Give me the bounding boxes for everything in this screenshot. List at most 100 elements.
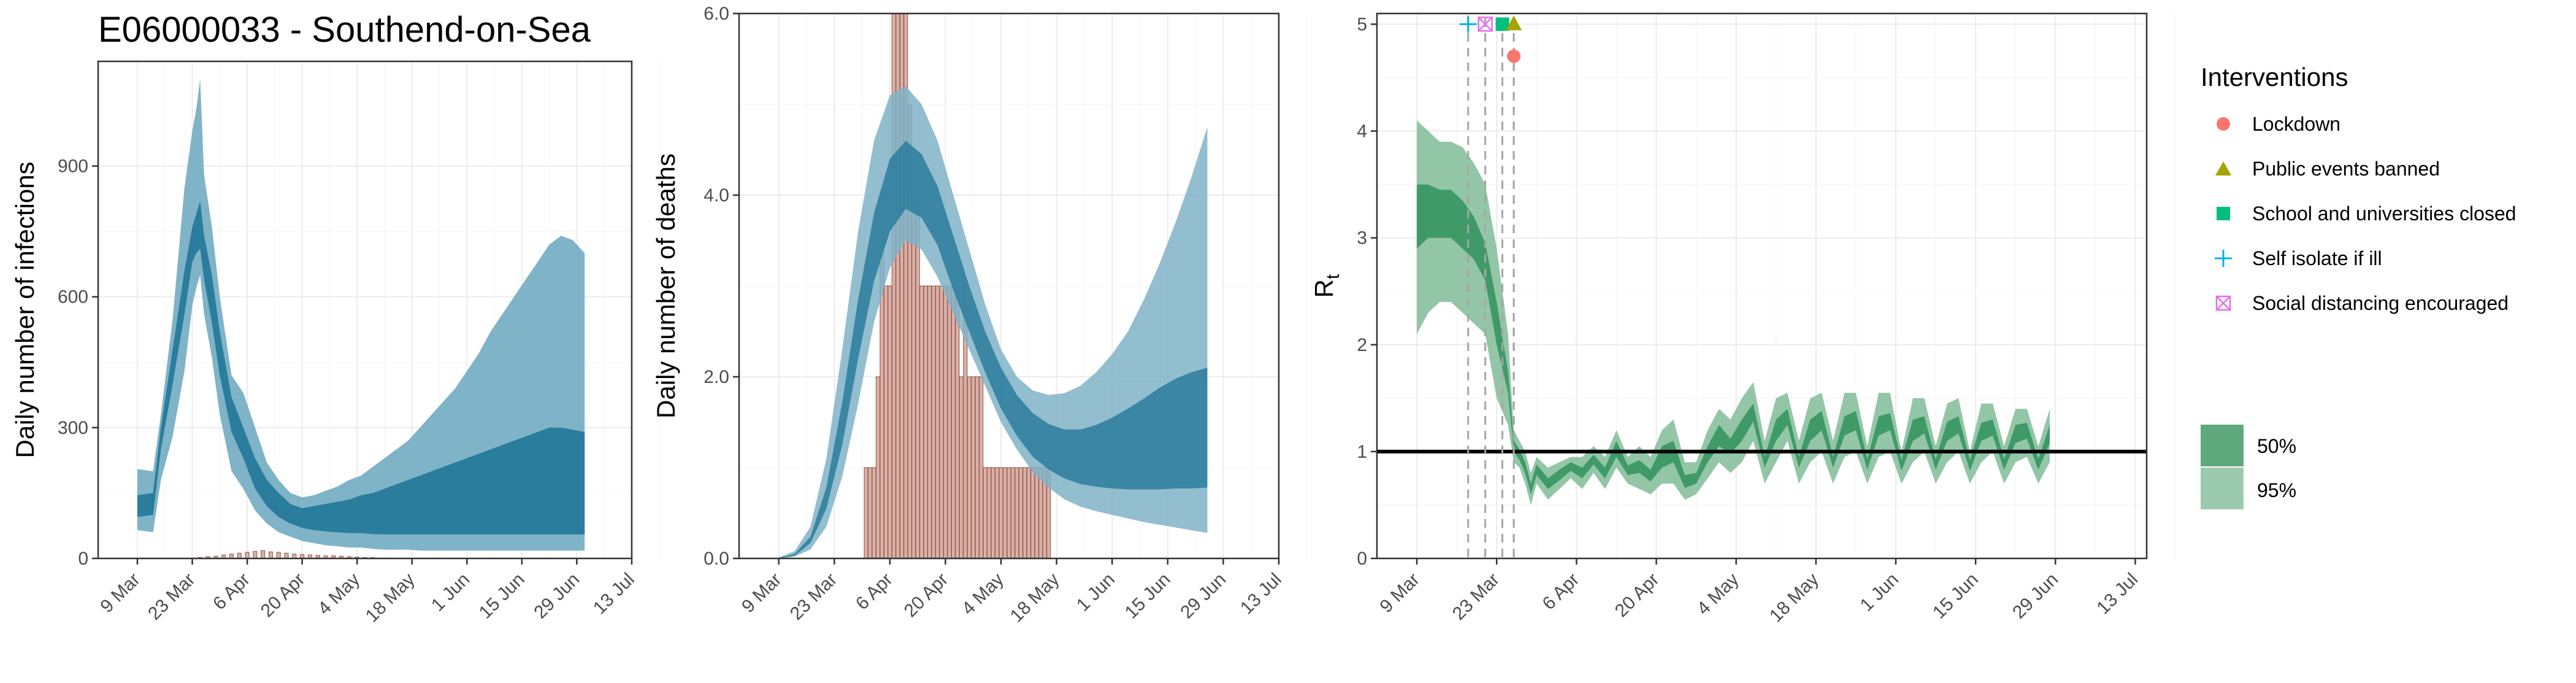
x-tick-label: 18 May [1766, 569, 1823, 627]
y-tick-label: 900 [58, 156, 88, 177]
circle-icon [2217, 117, 2230, 131]
observed-bar [979, 376, 984, 559]
band-50 [137, 201, 585, 534]
observed-bar [927, 285, 932, 559]
square-icon [2217, 207, 2230, 220]
circle-icon [1507, 49, 1521, 63]
x-tick-label: 18 May [362, 569, 419, 627]
observed-bar [1002, 467, 1008, 559]
observed-bar [1030, 467, 1035, 559]
observed-bar [261, 550, 266, 559]
x-tick-label: 20 Apr [900, 569, 953, 622]
band-50 [778, 141, 1208, 558]
boxed-x-icon [1478, 17, 1493, 32]
observed-bar [971, 376, 976, 559]
x-tick-label: 13 Jul [1236, 569, 1286, 619]
rt-panel: 0 1 2 3 4 5 9 Mar 23 Mar 6 Apr 20 Apr 4 May 18 May 1… [1309, 12, 2175, 627]
x-tick-label: 4 May [1693, 569, 1743, 619]
legend-label-public-events: Public events banned [2252, 158, 2440, 180]
observed-bar [983, 467, 987, 559]
observed-bar [875, 376, 881, 559]
y-axis-label: Daily number of deaths [651, 153, 680, 419]
legend-label-lockdown: Lockdown [2252, 113, 2340, 135]
observed-bar [883, 285, 888, 559]
observed-bar [1022, 467, 1027, 559]
plot-frame [97, 60, 633, 560]
observed-bar [872, 467, 876, 559]
x-tick-label: 29 Jun [1176, 569, 1230, 623]
observed-bar [999, 467, 1003, 559]
legend-label-schools: School and universities closed [2252, 203, 2516, 225]
infections-panel: 0 300 600 900 9 Mar 23 Mar 6 Apr 20 Apr 4 May18 … [10, 60, 660, 627]
x-tick-label: 1 Jun [427, 569, 473, 615]
x-tick-label: 20 Apr [1611, 569, 1663, 622]
boxed-x-icon [2215, 295, 2231, 311]
observed-bar [931, 285, 936, 559]
y-axis-label-subscript: t [1323, 274, 1343, 279]
y-tick-label: 4.0 [703, 185, 729, 206]
observed-bar [935, 285, 940, 559]
legend-title: Interventions [2201, 63, 2348, 91]
y-tick-label: 0 [78, 549, 88, 569]
x-tick-label: 15 Jun [1929, 569, 1982, 623]
observed-bar [967, 376, 972, 559]
observed-bar [915, 195, 920, 559]
observed-bar [1006, 467, 1011, 559]
y-tick-label: 6.0 [703, 4, 729, 24]
x-tick-label: 13 Jul [2093, 569, 2142, 619]
observed-bar [1010, 467, 1016, 559]
x-tick-label: 20 Apr [257, 569, 309, 622]
x-tick-label: 6 Apr [1538, 569, 1583, 614]
x-tick-label: 29 Jun [530, 569, 583, 623]
x-tick-label: 1 Jun [1073, 569, 1119, 615]
observed-bar [237, 552, 242, 559]
observed-bar [943, 285, 948, 559]
legend-band-50-label: 50% [2257, 435, 2296, 457]
x-tick-label: 29 Jun [2009, 569, 2062, 623]
legend-item-social-distancing: Social distancing encouraged [2215, 292, 2509, 314]
x-tick-label: 9 Mar [738, 569, 786, 617]
band-swatch-50 [2201, 425, 2244, 466]
x-tick-label: 23 Mar [1449, 569, 1503, 624]
observed-bar [1018, 467, 1023, 559]
legend-item-self-isolate: Self isolate if ill [2215, 247, 2382, 269]
legend-item-public-events: Public events banned [2215, 158, 2440, 180]
legend-band-95: 95% [2201, 468, 2296, 509]
y-tick-label: 5 [1357, 14, 1367, 34]
observed-bar [253, 551, 258, 559]
y-tick-label: 300 [58, 418, 88, 438]
observed-bar [245, 552, 250, 559]
x-tick-label: 9 Mar [96, 569, 144, 617]
legend-label-self-isolate: Self isolate if ill [2252, 247, 2382, 269]
observed-bar [923, 285, 928, 559]
y-tick-label: 3 [1357, 228, 1367, 249]
x2 [1478, 17, 1493, 32]
plus-icon [2215, 250, 2232, 267]
y-tick-label: 0.0 [703, 549, 729, 569]
x-tick-label: 15 Jun [475, 569, 529, 623]
x-tick-label: 1 Jun [1857, 569, 1903, 615]
observed-bar [947, 285, 952, 559]
triangle-icon [2215, 161, 2231, 176]
x-tick-label: 4 May [314, 569, 364, 619]
observed-bar [276, 552, 281, 559]
square-icon [1495, 17, 1509, 31]
figure-title: E06000033 - Southend-on-Sea [98, 10, 591, 50]
x-tick-label: 23 Mar [144, 569, 199, 624]
y-tick-label: 0 [1357, 549, 1367, 569]
observed-bar [1026, 467, 1031, 559]
legend-band-50: 50% [2201, 425, 2296, 466]
x-tick-label: 15 Jun [1121, 569, 1175, 623]
observed-bar [284, 552, 289, 559]
observed-bar [951, 285, 956, 559]
x-tick-label: 6 Apr [209, 569, 254, 614]
plot-frame [1376, 12, 2148, 560]
y-axis-label: Daily number of infections [10, 161, 39, 458]
legend-label-social-distancing: Social distancing encouraged [2252, 292, 2509, 314]
observed-bar [887, 285, 892, 559]
legend-band-95-label: 95% [2257, 479, 2296, 501]
triangle-icon [1506, 15, 1522, 31]
y-tick-label: 2.0 [703, 367, 729, 387]
observed-bar [864, 467, 868, 559]
